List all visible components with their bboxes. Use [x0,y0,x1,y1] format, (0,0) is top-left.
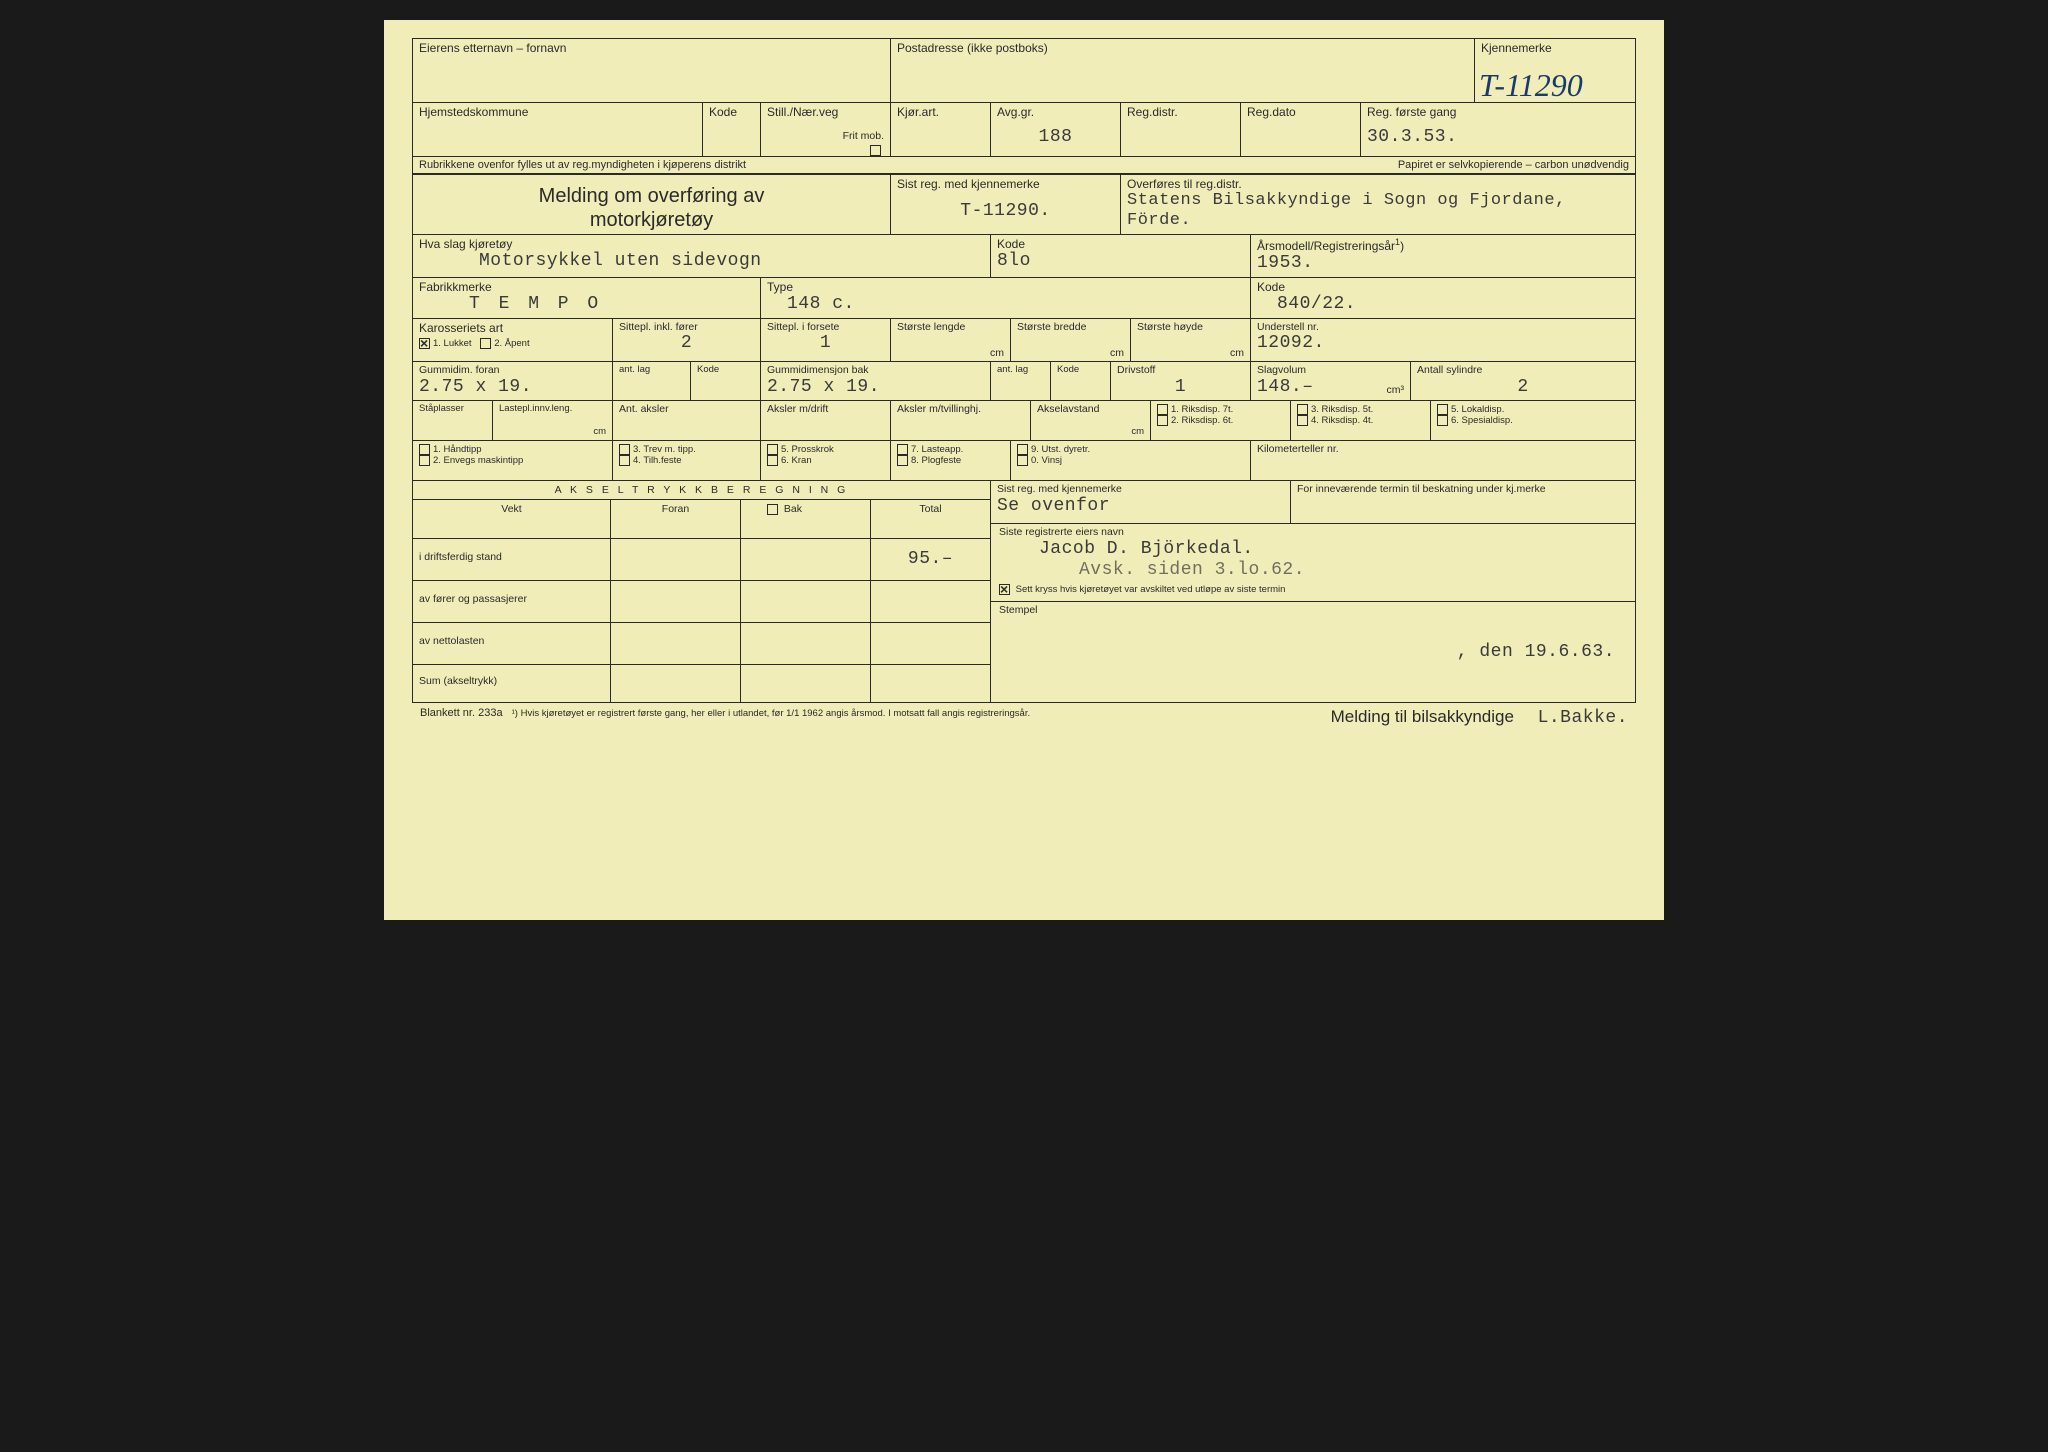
lengde-label: Største lengde [897,322,1004,334]
stempel-label: Stempel [999,605,1627,617]
type-label: Type [767,281,1244,294]
avggr-value: 188 [997,127,1114,149]
drivstoff-label: Drivstoff [1117,365,1244,377]
still-label: Still./Nær.veg [767,106,884,119]
kode5-value: 840/22. [1277,294,1356,314]
hjemsted-label: Hjemstedskommune [419,106,696,119]
reg-forste-label: Reg. første gang [1367,106,1629,119]
karosseri-label: Karosseriets art [419,322,606,335]
type-value: 148 c. [787,294,855,314]
cm-unit: cm [897,347,1004,359]
apent-label: 2. Åpent [494,338,529,349]
row-hjemsted: Hjemstedskommune Kode Still./Nær.veg Fri… [413,103,1635,157]
slagvolum-value: 148.– [1257,377,1314,397]
sittepl-forsete-label: Sittepl. i forsete [767,322,884,334]
row-karosseri: Karosseriets art 1. Lukket 2. Åpent Sitt… [413,319,1635,363]
slagvolum-label: Slagvolum [1257,365,1404,377]
total-value: 95.– [871,539,990,580]
row-title: Melding om overføring av motorkjøretøy S… [413,175,1635,235]
row-gummi: Gummidim. foran 2.75 x 19. ant. lag Kode… [413,362,1635,401]
row-aksler: Ståplasser Lastepl.innv.leng. cm Ant. ak… [413,401,1635,441]
gummi-foran-value: 2.75 x 19. [419,377,532,397]
frit-mob-label: Frit mob. [843,130,884,142]
fabrikkmerke-value: T E M P O [469,294,602,314]
avggr-label: Avg.gr. [997,106,1114,119]
lukket-checkbox[interactable] [419,338,430,349]
hvaslag-label: Hva slag kjøretøy [419,238,984,251]
blankett-nr: Blankett nr. 233a [420,707,503,719]
overfores-value: Statens Bilsakkyndige i Sogn og Fjordane… [1127,191,1629,230]
avskiltet-checkbox[interactable] [999,584,1010,595]
footer: Blankett nr. 233a ¹) Hvis kjøretøyet er … [412,703,1636,730]
gummi-bak-label: Gummidimensjon bak [767,365,984,377]
kode5-label: Kode [1257,281,1629,294]
form-container: Eierens etternavn – fornavn Postadresse … [412,38,1636,703]
drivstoff-value: 1 [1117,377,1244,399]
sist-reg-value: T-11290. [897,201,1114,223]
km-label: Kilometerteller nr. [1257,444,1629,456]
sist-reg-label: Sist reg. med kjennemerke [897,178,1114,191]
overfores-label: Overføres til reg.distr. [1127,178,1629,191]
note-left: Rubrikkene ovenfor fylles ut av reg.mynd… [419,159,746,171]
row-aksel-block: A K S E L T R Y K K B E R E G N I N G Ve… [413,481,1635,702]
regdistr-label: Reg.distr. [1127,106,1234,119]
kode4-value: 8lo [997,251,1031,271]
regdato-label: Reg.dato [1247,106,1354,119]
address-label: Postadresse (ikke postboks) [897,42,1468,55]
avsk-value: Avsk. siden 3.lo.62. [1079,560,1627,582]
arsmodell-label: Årsmodell/Registreringsår1) [1257,238,1629,253]
form-title: Melding om overføring av motorkjøretøy [419,178,884,236]
kjennemerke-label: Kjennemerke [1481,42,1629,55]
eier-value: Jacob D. Björkedal. [1039,539,1627,561]
sett-kryss-label: Sett kryss hvis kjøretøyet var avskiltet… [1016,584,1286,595]
hvaslag-value: Motorsykkel uten sidevogn [479,251,762,271]
kjennemerke-value: T-11290 [1479,67,1583,104]
dato-value: , den 19.6.63. [1457,642,1615,664]
reg-forste-value: 30.3.53. [1367,127,1629,149]
bredde-label: Største bredde [1017,322,1124,334]
sittepl-forer-label: Sittepl. inkl. fører [619,322,754,334]
understell-label: Understell nr. [1257,322,1629,334]
kode-label: Kode [709,106,754,119]
fabrikkmerke-label: Fabrikkmerke [419,281,754,294]
melding-label: Melding til bilsakkyndige [1331,707,1514,726]
eier-label: Siste registrerte eiers navn [999,527,1627,539]
hoyde-label: Største høyde [1137,322,1244,334]
footnote: ¹) Hvis kjøretøyet er registrert første … [512,708,1030,719]
gummi-foran-label: Gummidim. foran [419,365,606,377]
sittepl-forsete-value: 1 [767,333,884,355]
apent-checkbox[interactable] [480,338,491,349]
row-note: Rubrikkene ovenfor fylles ut av reg.mynd… [413,157,1635,175]
note-right: Papiret er selvkopierende – carbon unødv… [1398,159,1629,171]
sylindre-value: 2 [1417,377,1629,399]
se-ovenfor: Se ovenfor [997,496,1110,516]
gummi-bak-value: 2.75 x 19. [767,377,880,397]
lukket-label: 1. Lukket [433,338,472,349]
row-hva-slag: Hva slag kjøretøy Motorsykkel uten sidev… [413,235,1635,278]
frit-mob-checkbox[interactable] [870,145,881,156]
signature: L.Bakke. [1538,708,1628,728]
aksel-heading: A K S E L T R Y K K B E R E G N I N G [413,481,990,500]
sylindre-label: Antall sylindre [1417,365,1629,377]
row-owner: Eierens etternavn – fornavn Postadresse … [413,39,1635,103]
arsmodell-value: 1953. [1257,253,1314,273]
form-page: Eierens etternavn – fornavn Postadresse … [384,20,1664,920]
row-options: 1. Håndtipp 2. Envegs maskintipp 3. Trev… [413,441,1635,481]
kjorart-label: Kjør.art. [897,106,984,119]
owner-name-label: Eierens etternavn – fornavn [419,42,884,55]
understell-value: 12092. [1257,333,1325,353]
row-fabrikkmerke: Fabrikkmerke T E M P O Type 148 c. Kode … [413,278,1635,319]
kode4-label: Kode [997,238,1244,251]
sittepl-forer-value: 2 [619,333,754,355]
